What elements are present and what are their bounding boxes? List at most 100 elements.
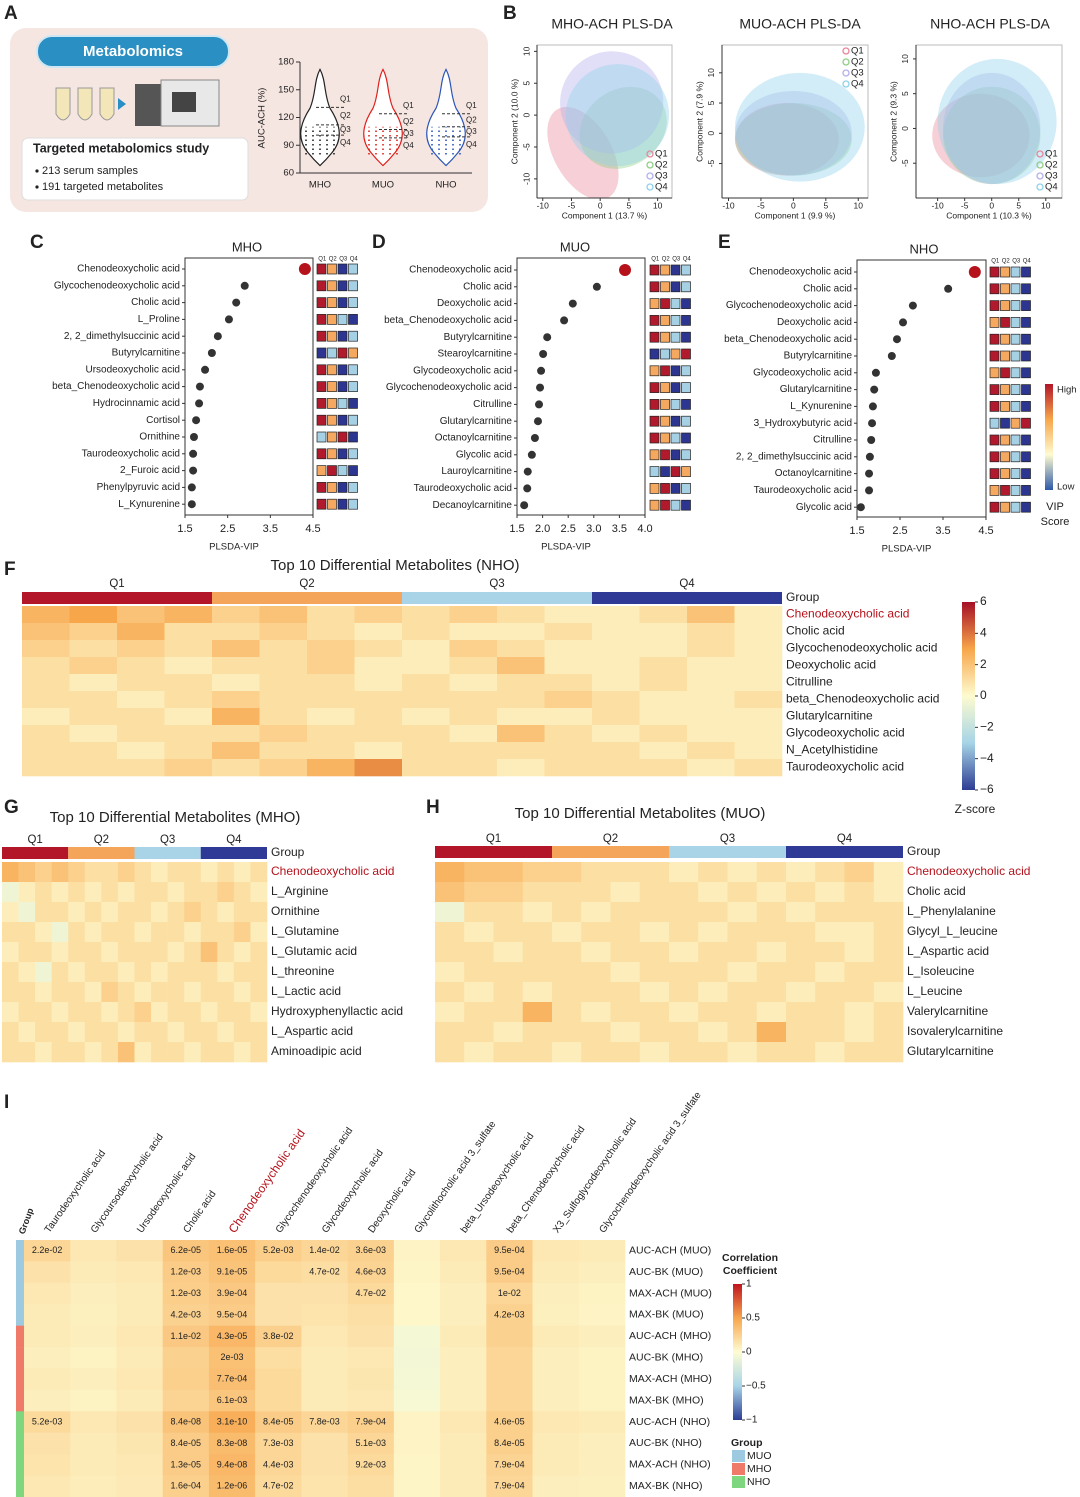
p-value: 4.3e-05 [217,1331,248,1341]
quartile-label: Q1 [486,833,501,845]
bullet-text: 213 serum samples [42,165,138,177]
y-tick-label: 5 [706,100,716,105]
colorbar-tick-label: −4 [980,751,994,765]
row-label: MAX-BK (MHO) [629,1394,704,1406]
corr-cell [301,1432,348,1455]
quartile-label: Q3 [403,129,414,138]
corr-cell [162,1282,210,1305]
x-tick-label: 2.5 [892,525,907,537]
heatmap-cell [69,725,118,743]
heatmap-cell [522,962,553,983]
corr-cell [24,1304,71,1326]
x-tick-label: 3.5 [612,523,627,535]
heatmap-cell [167,1002,185,1023]
heatmap-cell [734,725,783,743]
y-tick-label: 180 [278,57,294,68]
vip-dot [865,452,874,461]
heatmap-cell [815,862,845,883]
heatmap-cell [35,902,52,923]
x-tick-label: -5 [568,200,576,210]
legend-label: Q3 [655,171,668,182]
heatmap-cell [687,640,735,658]
q-square [1010,434,1021,446]
vip-dot [887,352,896,360]
heatmap-cell [493,882,524,903]
heatmap-cell [151,1002,168,1023]
heatmap-cell [687,657,735,675]
x-tick-label: -10 [537,200,550,210]
q-square [670,499,681,511]
heatmap-cell [815,962,845,983]
heatmap-cell [233,1022,251,1043]
heatmap-cell [2,982,19,1003]
y-tick-label: Glycochenodeoxycholic acid [726,300,852,311]
corr-cell [70,1389,117,1412]
panel-label: G [4,797,19,818]
corr-cell [70,1325,117,1348]
legend-marker [646,172,654,180]
q-square [660,449,670,461]
heatmap-cell [101,962,119,983]
row-label: Cholic acid [786,624,845,638]
heatmap-cell [449,759,498,777]
q-square [348,482,358,493]
vip-dot [944,284,953,293]
heatmap-cell [786,1022,816,1043]
vip-dot [298,263,311,275]
heatmap-cell [727,922,758,943]
corr-cell [70,1454,117,1476]
heatmap-cell [592,742,640,760]
heatmap-cell [69,623,118,641]
heatmap-cell [698,1002,728,1023]
colorbar-tick-label: −0.5 [746,1381,766,1392]
quartile-label: Q4 [679,578,695,590]
q-square [316,297,327,308]
legend-label: Q4 [1045,182,1058,193]
heatmap-cell [117,640,165,658]
y-tick-label: Phenylpyruvic acid [97,482,180,493]
heatmap-cell [449,606,498,624]
heatmap-cell [522,1022,553,1043]
quartile-label: Q1 [466,101,477,110]
row-label: AUC-ACH (MUO) [629,1244,711,1256]
heatmap-cell [464,1002,494,1023]
heatmap-cell [69,691,118,709]
corr-cell [116,1261,163,1284]
corr-cell [347,1282,395,1305]
x-tick-label: 2.5 [561,523,576,535]
corr-cell [301,1389,348,1412]
corr-cell [208,1304,256,1326]
heatmap-cell [493,1022,524,1043]
heatmap-cell [756,1022,787,1043]
corr-cell [440,1347,487,1369]
heatmap-cell [581,1002,611,1023]
q-square [337,381,348,392]
corr-cell [255,1347,302,1369]
legend-label: Q2 [655,160,668,171]
corr-cell [578,1411,626,1434]
heatmap-cell [544,725,593,743]
colorbar-tick-label: −6 [980,782,994,796]
row-label: Citrulline [786,675,833,689]
heatmap-cell [844,882,875,903]
corr-cell [486,1282,533,1305]
y-tick-label: Chenodeoxycholic acid [409,265,512,276]
group-label: Group [786,590,820,604]
heatmap-cell [592,623,640,641]
q-square [681,281,691,293]
x-tick-label: -10 [722,200,735,210]
y-tick-label: Glycodeoxycholic acid [753,367,852,378]
q-square [649,315,660,326]
q-square [670,483,681,494]
corr-cell [393,1240,441,1262]
heatmap-cell [493,922,524,943]
heatmap-cell [464,962,494,983]
q-square [681,264,691,276]
vip-dot [539,350,548,358]
q-square [337,448,348,460]
p-value: 9.5e-04 [494,1267,525,1277]
heatmap-cell [22,623,70,641]
group-bar [68,847,135,859]
heatmap-cell [639,962,670,983]
quartile-label: Q2 [340,111,351,120]
